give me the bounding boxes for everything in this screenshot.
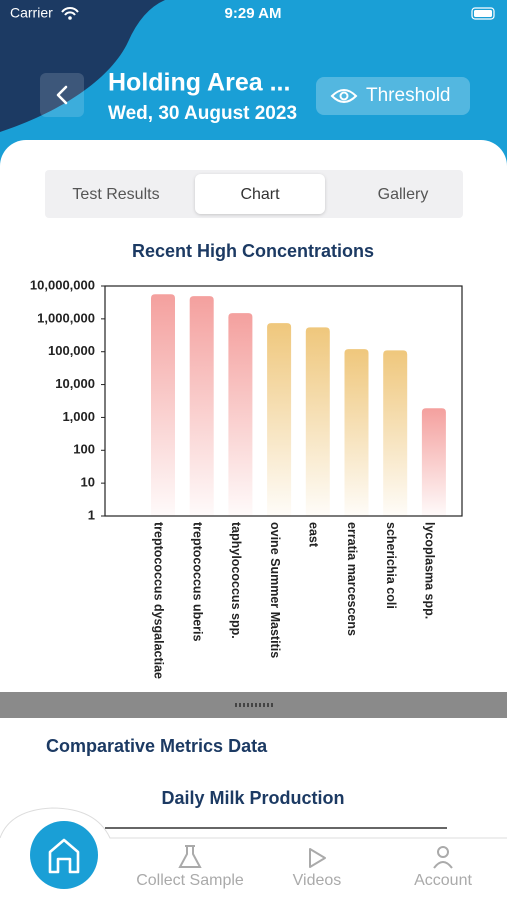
header-wave: [0, 0, 507, 170]
bar: [228, 313, 253, 516]
wifi-dot: [68, 16, 72, 20]
chart: 1 10 100 1,000 10,000 100,000 1,000,000 10,000,…: [30, 277, 446, 679]
bar: [421, 408, 446, 516]
nav-label[interactable]: Collect Sample: [136, 872, 244, 889]
back-icon: [56, 85, 68, 105]
bar: [383, 350, 408, 516]
tab[interactable]: Gallery: [378, 186, 429, 203]
resize-divider[interactable]: [0, 692, 507, 718]
x-tick-label: east: [307, 522, 321, 548]
x-tick-label: treptococcus dysgalactiae: [152, 522, 166, 679]
y-tick-label: 10,000,000: [30, 277, 95, 292]
y-tick-label: 100,000: [48, 343, 95, 358]
back-button[interactable]: [40, 73, 84, 117]
wifi-icon: [61, 7, 79, 16]
x-tick-label: taphylococcus spp.: [229, 522, 243, 639]
chart-title: Recent High Concentrations: [132, 241, 374, 261]
eye-icon: [330, 89, 358, 103]
selected-tab[interactable]: [195, 174, 325, 214]
x-tick-label: treptococcus uberis: [190, 522, 204, 642]
header-title: Holding Area ...: [108, 69, 290, 97]
play-icon: [309, 848, 326, 868]
battery: [471, 7, 495, 20]
tab[interactable]: Chart: [240, 186, 280, 203]
bar: [189, 296, 214, 516]
y-tick-label: 1: [88, 507, 95, 522]
nav-label[interactable]: Videos: [293, 872, 342, 889]
home-button[interactable]: [30, 821, 98, 889]
section-subtitle: Daily Milk Production: [161, 788, 344, 808]
bar: [267, 323, 292, 516]
y-tick-label: 10: [81, 475, 95, 490]
x-tick-label: lycoplasma spp.: [423, 522, 437, 619]
account-body: [433, 861, 453, 869]
clock: 9:29 AM: [225, 5, 282, 22]
bar: [305, 327, 330, 516]
battery-level: [474, 10, 492, 17]
account-head: [437, 846, 449, 858]
tab[interactable]: Test Results: [72, 186, 159, 203]
header-date: Wed, 30 August 2023: [108, 103, 297, 124]
y-tick-label: 1,000,000: [37, 310, 95, 325]
x-tick-label: scherichia coli: [384, 522, 398, 609]
x-tick-label: erratia marcescens: [345, 522, 359, 636]
eye-pupil: [339, 91, 349, 101]
bar: [344, 349, 369, 516]
threshold-label: Threshold: [366, 85, 451, 106]
y-tick-label: 1,000: [62, 409, 95, 424]
section-title: Comparative Metrics Data: [46, 736, 268, 756]
nav-label[interactable]: Account: [414, 872, 472, 889]
home-icon: [48, 838, 80, 874]
carrier: Carrier: [10, 5, 53, 21]
x-tick-label: ovine Summer Mastitis: [268, 522, 282, 658]
threshold-button[interactable]: [316, 77, 470, 115]
y-tick-label: 10,000: [55, 376, 95, 391]
flask-icon: [178, 845, 202, 868]
bar: [151, 294, 175, 516]
plot-frame: [104, 285, 463, 517]
y-tick-label: 100: [73, 442, 95, 457]
